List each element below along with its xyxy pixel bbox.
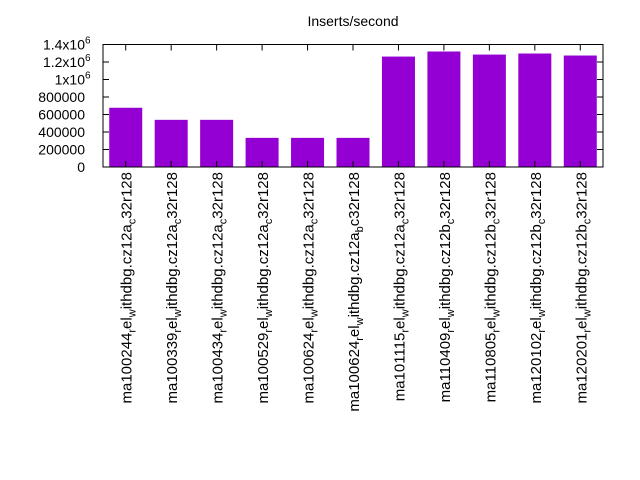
chart-title: Inserts/second — [307, 13, 398, 29]
y-tick-label: 0 — [77, 159, 85, 175]
bar — [563, 55, 597, 167]
bar — [518, 53, 552, 168]
y-tick-label: 1x10 — [55, 72, 86, 88]
bar — [154, 119, 188, 167]
x-tick-label: ma120201relwithdbg.cz12bc32r128 — [573, 172, 593, 404]
x-tick-label: ma100529relwithdbg.cz12ac32r128 — [255, 172, 275, 404]
bar — [381, 56, 415, 168]
y-tick-label: 600000 — [38, 107, 85, 123]
x-tick-label: ma120102relwithdbg.cz12bc32r128 — [528, 172, 548, 404]
y-tick-label: 400000 — [38, 124, 85, 140]
x-tick-label: ma101115relwithdbg.cz12ac32r128 — [391, 172, 411, 401]
y-tick-label: 200000 — [38, 142, 85, 158]
y-tick-exponent: 6 — [85, 36, 91, 47]
y-tick-label: 1.2x10 — [43, 54, 85, 70]
bar — [427, 51, 461, 167]
x-tick-label: ma100624relwithdbg.cz12ac32r128 — [301, 172, 321, 404]
x-tick-label: ma100624relwithdbg.cz12abc32r128 — [346, 172, 366, 412]
bar — [472, 54, 506, 167]
x-tick-label: ma110409relwithdbg.cz12bc32r128 — [437, 172, 457, 402]
bar — [200, 119, 234, 167]
plot-frame — [102, 44, 604, 168]
y-tick-exponent: 6 — [85, 71, 91, 82]
y-tick-label: 1.4x10 — [43, 37, 85, 53]
y-tick-exponent: 6 — [85, 53, 91, 64]
x-tick-label: ma100339relwithdbg.cz12ac32r128 — [164, 172, 184, 404]
x-tick-label: ma110805relwithdbg.cz12bc32r128 — [482, 172, 502, 402]
x-tick-label: ma100434relwithdbg.cz12ac32r128 — [210, 172, 230, 404]
bar — [109, 107, 143, 167]
y-tick-label: 800000 — [38, 89, 85, 105]
x-tick-label: ma100244relwithdbg.cz12ac32r128 — [119, 172, 139, 404]
